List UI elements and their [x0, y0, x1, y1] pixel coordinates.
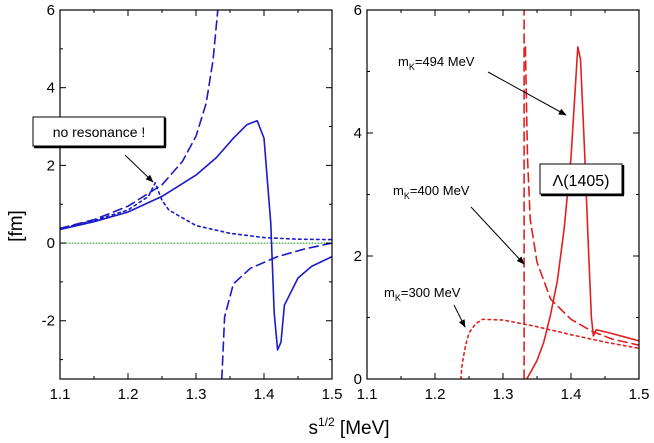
right-x-tick-label: 1.5: [629, 386, 650, 403]
x-axis-label: s1/2 [MeV]: [308, 415, 389, 439]
right-y-tick-label: 6: [354, 2, 362, 19]
left-y-tick-label: 2: [47, 157, 55, 174]
left-x-tick-label: 1.5: [322, 386, 343, 403]
left-series-dashed: [60, 10, 219, 230]
right-series-solid: [526, 46, 639, 379]
no-resonance-box: [32, 116, 166, 147]
left-series-solid: [60, 119, 332, 351]
right-x-tick-label: 1.3: [493, 386, 514, 403]
mk-494-label: mK=494 MeV: [398, 54, 475, 72]
mk-300-label: mK=300 MeV: [384, 285, 461, 303]
mk-400-label: mK=400 MeV: [393, 183, 470, 201]
left-curves: [60, 10, 332, 379]
left-x-tick-label: 1.4: [254, 386, 275, 403]
left-x-tick-label: 1.3: [186, 386, 207, 403]
left-series-dashed-branch: [221, 242, 332, 379]
right-y-tick-label: 0: [354, 371, 362, 388]
mk-494-arrow: [487, 71, 567, 116]
left-y-tick-label: -2: [42, 313, 55, 330]
mk-400-arrow: [470, 206, 525, 265]
left-y-tick-label: 0: [47, 235, 55, 252]
left-panel: 1.1 1.2 1.3 1.4 1.5 -2 0 2 4 6 [fm] no resonance …: [6, 2, 342, 403]
right-x-tick-label: 1.4: [561, 386, 582, 403]
right-y-tick-label: 2: [354, 248, 362, 265]
left-y-tick-label: 4: [47, 80, 55, 97]
left-ticks: 1.1 1.2 1.3 1.4 1.5 -2 0 2 4 6: [42, 2, 343, 403]
right-y-tick-label: 4: [354, 125, 362, 142]
right-series-dashed-branch: [524, 46, 639, 346]
right-panel: 1.1 1.2 1.3 1.4 1.5 0 2 4 6 mK=494 MeV mK=400 Me…: [354, 2, 650, 403]
right-curves: [460, 10, 639, 379]
lambda-1405-label: Λ(1405): [553, 173, 610, 190]
right-x-tick-label: 1.1: [357, 386, 378, 403]
right-ticks: 1.1 1.2 1.3 1.4 1.5 0 2 4 6: [354, 2, 650, 403]
no-resonance-label: no resonance !: [53, 124, 146, 140]
left-series-dotted: [60, 182, 332, 241]
lambda-box: [539, 163, 623, 195]
left-y-tick-label: 6: [47, 2, 55, 19]
left-x-tick-label: 1.1: [50, 386, 71, 403]
mk-300-arrow: [453, 304, 466, 328]
right-x-tick-label: 1.2: [425, 386, 446, 403]
left-x-tick-label: 1.2: [118, 386, 139, 403]
left-y-axis-label: [fm]: [6, 210, 27, 242]
no-resonance-arrow: [124, 154, 154, 183]
right-series-dotted: [460, 318, 639, 379]
left-plot-frame: [59, 9, 333, 380]
